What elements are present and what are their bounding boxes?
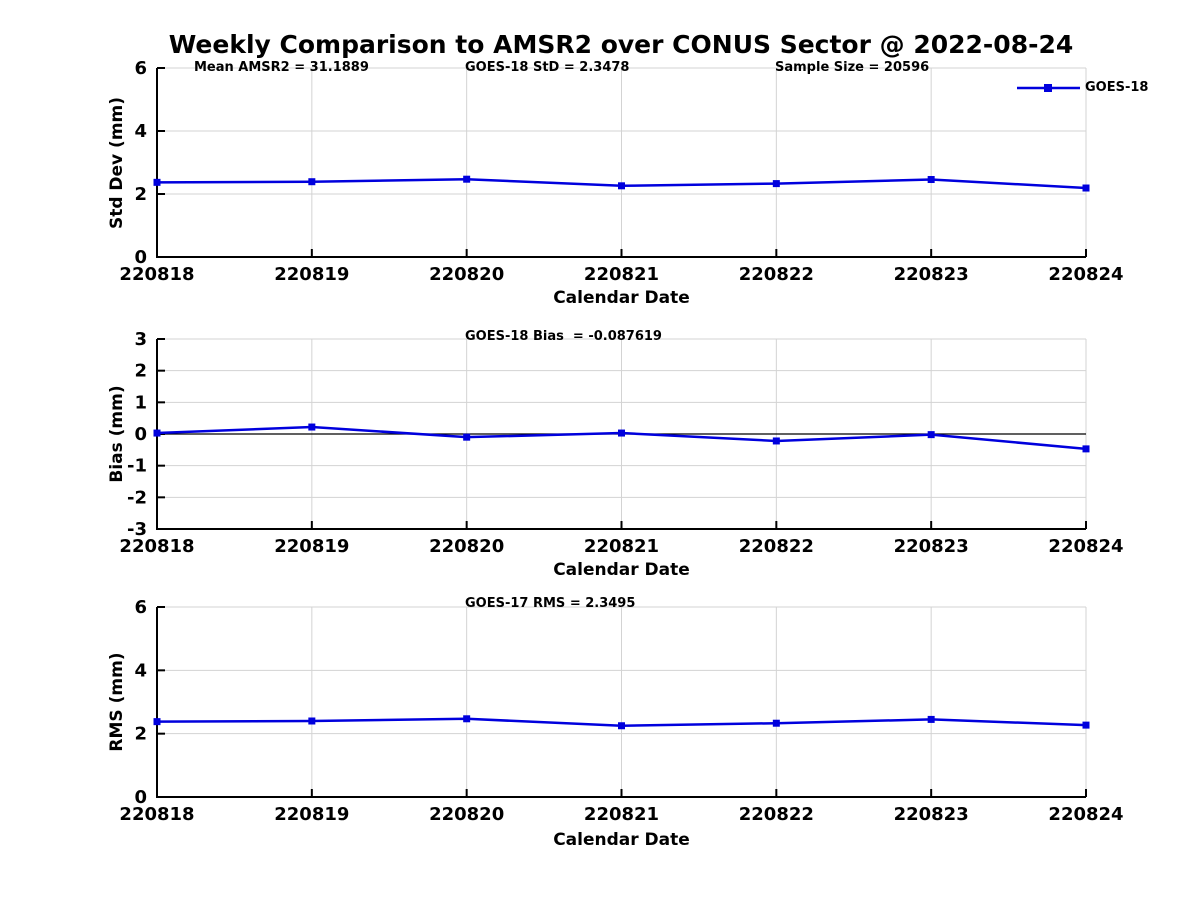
data-point-marker bbox=[308, 178, 316, 186]
y-tick-label: 3 bbox=[134, 329, 147, 350]
y-tick-label: 2 bbox=[134, 724, 147, 745]
x-tick-label: 220822 bbox=[739, 804, 814, 825]
x-tick-label: 220823 bbox=[894, 804, 969, 825]
x-tick-label: 220824 bbox=[1048, 536, 1123, 557]
data-point-marker bbox=[927, 431, 935, 439]
data-point-marker bbox=[1082, 184, 1090, 192]
x-tick-label: 220821 bbox=[584, 536, 659, 557]
y-tick-label: 4 bbox=[134, 121, 147, 142]
y-tick-label: 0 bbox=[134, 424, 147, 445]
y-tick-label: 6 bbox=[134, 58, 147, 79]
x-tick-label: 220818 bbox=[119, 804, 194, 825]
annotation-goes18-bias: GOES-18 Bias = -0.087619 bbox=[465, 329, 662, 344]
y-tick-label: -2 bbox=[127, 487, 147, 508]
x-tick-label: 220821 bbox=[584, 804, 659, 825]
y-tick-label: 0 bbox=[134, 247, 147, 268]
y-tick-label: -3 bbox=[127, 519, 147, 540]
data-point-marker bbox=[1082, 445, 1090, 453]
data-point-marker bbox=[772, 437, 780, 445]
x-tick-label: 220820 bbox=[429, 536, 504, 557]
x-tick-label: 220820 bbox=[429, 804, 504, 825]
annotation-goes17-rms: GOES-17 RMS = 2.3495 bbox=[465, 596, 636, 611]
data-point-marker bbox=[308, 423, 316, 431]
annotation-goes18-std: GOES-18 StD = 2.3478 bbox=[465, 60, 630, 75]
ylabel-rms: RMS (mm) bbox=[107, 652, 127, 752]
y-tick-label: 0 bbox=[134, 787, 147, 808]
y-tick-label: 6 bbox=[134, 597, 147, 618]
annotation-mean-amsr2: Mean AMSR2 = 31.1889 bbox=[194, 60, 369, 75]
x-tick-label: 220818 bbox=[119, 536, 194, 557]
data-point-marker bbox=[153, 429, 161, 437]
y-tick-label: 2 bbox=[134, 361, 147, 382]
y-tick-label: 1 bbox=[134, 392, 147, 413]
x-tick-label: 220824 bbox=[1048, 804, 1123, 825]
data-point-marker bbox=[618, 182, 625, 190]
data-point-marker bbox=[153, 178, 161, 186]
x-tick-label: 220818 bbox=[119, 264, 194, 285]
ylabel-bias: Bias (mm) bbox=[107, 385, 127, 483]
data-point-marker bbox=[618, 722, 625, 730]
data-point-marker bbox=[463, 175, 471, 183]
x-tick-label: 220822 bbox=[739, 264, 814, 285]
xlabel-std-dev: Calendar Date bbox=[553, 288, 690, 308]
data-point-marker bbox=[772, 719, 780, 727]
x-tick-label: 220822 bbox=[739, 536, 814, 557]
xlabel-rms: Calendar Date bbox=[553, 830, 690, 850]
xlabel-bias: Calendar Date bbox=[553, 560, 690, 580]
x-tick-label: 220823 bbox=[894, 536, 969, 557]
x-tick-label: 220821 bbox=[584, 264, 659, 285]
data-point-marker bbox=[772, 180, 780, 188]
data-point-marker bbox=[308, 717, 316, 725]
data-point-marker bbox=[463, 433, 471, 441]
y-tick-label: 2 bbox=[134, 184, 147, 205]
y-tick-label: 4 bbox=[134, 660, 147, 681]
y-tick-label: -1 bbox=[127, 456, 147, 477]
annotation-sample-size: Sample Size = 20596 bbox=[775, 60, 930, 75]
legend-label: GOES-18 bbox=[1085, 80, 1149, 95]
data-point-marker bbox=[927, 176, 935, 184]
data-point-marker bbox=[927, 715, 935, 723]
x-tick-label: 220819 bbox=[274, 536, 349, 557]
legend-marker bbox=[1044, 84, 1052, 92]
x-tick-label: 220824 bbox=[1048, 264, 1123, 285]
data-point-marker bbox=[618, 429, 625, 437]
x-tick-label: 220819 bbox=[274, 804, 349, 825]
data-point-marker bbox=[153, 718, 161, 726]
data-point-marker bbox=[1082, 721, 1090, 729]
x-tick-label: 220819 bbox=[274, 264, 349, 285]
x-tick-label: 220820 bbox=[429, 264, 504, 285]
data-point-marker bbox=[463, 715, 471, 723]
figure-title: Weekly Comparison to AMSR2 over CONUS Se… bbox=[168, 30, 1074, 59]
ylabel-std-dev: Std Dev (mm) bbox=[107, 96, 127, 230]
x-tick-label: 220823 bbox=[894, 264, 969, 285]
